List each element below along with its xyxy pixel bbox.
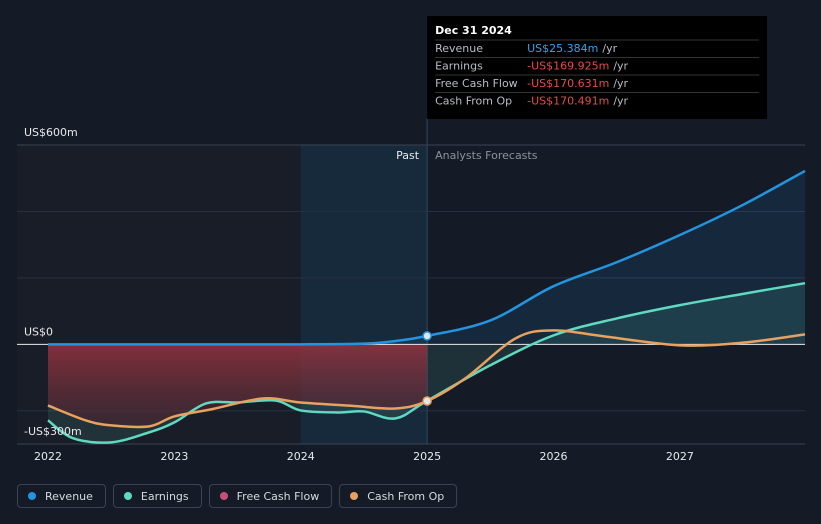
tooltip-unit: /yr xyxy=(602,42,617,55)
legend-item[interactable]: Revenue xyxy=(17,484,106,508)
line xyxy=(47,281,806,444)
tooltip-label: Revenue xyxy=(435,42,483,55)
tooltip-value: US$25.384m xyxy=(527,42,598,55)
tooltip-value: -US$170.491m xyxy=(527,95,609,108)
tooltip-unit: /yr xyxy=(613,95,628,108)
past-label: Past xyxy=(396,149,420,162)
x-tick-label: 2023 xyxy=(160,450,188,463)
legend-item[interactable]: Earnings xyxy=(112,484,202,508)
hover-dot xyxy=(422,396,432,406)
tooltip-title: Dec 31 2024 xyxy=(435,24,512,37)
tooltip-unit: /yr xyxy=(613,77,628,90)
legend-item[interactable]: Cash From Op xyxy=(339,484,458,508)
tooltip-value: -US$170.631m xyxy=(527,77,609,90)
legend-item[interactable]: Free Cash Flow xyxy=(208,484,333,508)
legend-swatch xyxy=(350,492,359,500)
tooltip-label: Earnings xyxy=(435,60,483,73)
area xyxy=(47,344,428,428)
legend: Revenue Earnings Free Cash Flow Cash From O… xyxy=(17,484,458,508)
line xyxy=(47,169,806,346)
legend-swatch xyxy=(123,492,132,500)
tooltip-box xyxy=(427,16,768,119)
tooltip-value: -US$169.925m xyxy=(527,60,609,73)
forecast-label: Analysts Forecasts xyxy=(435,149,538,162)
area xyxy=(47,170,805,345)
x-tick-label: 2025 xyxy=(413,450,441,463)
chart: Past Analysts Forecasts US$600m US$0 -US$300… xyxy=(17,16,806,463)
x-tick-label: 2026 xyxy=(539,450,567,463)
legend-label: Cash From Op xyxy=(367,489,445,503)
x-tick-label: 2027 xyxy=(666,450,694,463)
legend-label: Revenue xyxy=(45,489,93,503)
tooltip-label: Free Cash Flow xyxy=(435,77,518,90)
tooltip-unit: /yr xyxy=(613,60,628,73)
y-tick-label: US$0 xyxy=(24,325,53,338)
tooltip-label: Cash From Op xyxy=(435,95,512,108)
hover-dot xyxy=(422,331,432,341)
x-tick-label: 2022 xyxy=(34,450,62,463)
legend-swatch xyxy=(28,492,36,500)
line xyxy=(47,329,806,429)
legend-swatch xyxy=(219,492,228,500)
y-tick-label: -US$300m xyxy=(24,425,82,438)
y-tick-label: US$600m xyxy=(24,126,78,139)
legend-label: Earnings xyxy=(140,489,189,503)
x-tick-label: 2024 xyxy=(287,450,315,463)
legend-label: Free Cash Flow xyxy=(236,489,320,503)
